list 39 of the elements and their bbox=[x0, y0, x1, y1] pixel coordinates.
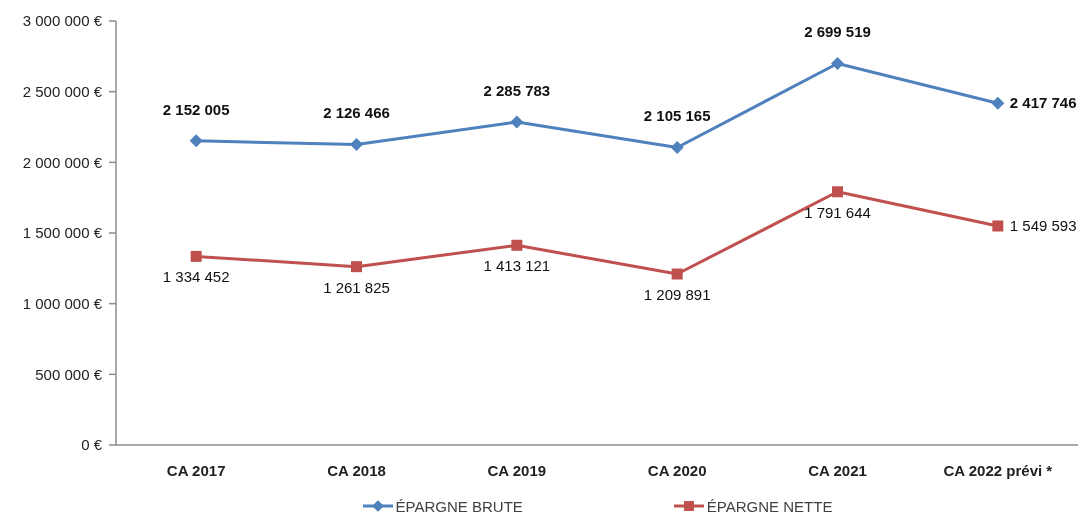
point bbox=[351, 261, 362, 273]
data-label: 1 261 825 bbox=[323, 278, 390, 296]
data-label: 1 413 121 bbox=[483, 257, 551, 275]
point bbox=[992, 220, 1004, 232]
point bbox=[350, 137, 363, 151]
point bbox=[189, 134, 203, 148]
y-tick-label: 0 € bbox=[81, 436, 103, 454]
data-label: 2 152 005 bbox=[162, 100, 230, 118]
y-tick-label: 2 000 000 € bbox=[22, 153, 103, 171]
data-label: 2 105 165 bbox=[643, 107, 711, 125]
data-label: 2 285 783 bbox=[483, 81, 551, 99]
data-label: 1 209 891 bbox=[643, 286, 711, 303]
point bbox=[190, 250, 202, 262]
data-label: 1 334 452 bbox=[162, 268, 230, 286]
x-tick-label: CA 2022 prévi * bbox=[943, 461, 1053, 479]
point bbox=[510, 115, 524, 129]
point bbox=[991, 96, 1005, 110]
y-tick-label: 2 500 000 € bbox=[22, 82, 103, 100]
legend-label: ÉPARGNE BRUTE bbox=[395, 497, 523, 515]
data-label: 2 417 746 bbox=[1009, 94, 1077, 112]
y-tick-label: 1 000 000 € bbox=[22, 294, 103, 312]
data-label: 1 549 593 bbox=[1009, 216, 1077, 234]
point bbox=[671, 268, 683, 280]
x-tick-label: CA 2017 bbox=[166, 461, 226, 479]
point bbox=[670, 140, 684, 154]
y-tick-label: 3 000 000 € bbox=[22, 12, 103, 30]
point bbox=[511, 239, 523, 251]
data-label: 2 126 466 bbox=[323, 104, 390, 122]
data-label: 2 699 519 bbox=[804, 23, 871, 41]
point bbox=[832, 186, 843, 198]
legend-label: ÉPARGNE NETTE bbox=[706, 497, 833, 515]
point bbox=[831, 56, 844, 70]
x-tick-label: CA 2018 bbox=[327, 461, 386, 479]
data-label: 1 791 644 bbox=[804, 203, 871, 221]
y-tick-label: 500 000 € bbox=[35, 365, 103, 383]
x-tick-label: CA 2020 bbox=[647, 461, 707, 479]
y-tick-label: 1 500 000 € bbox=[22, 224, 103, 242]
x-tick-label: CA 2021 bbox=[808, 461, 867, 479]
x-tick-label: CA 2019 bbox=[487, 461, 547, 479]
